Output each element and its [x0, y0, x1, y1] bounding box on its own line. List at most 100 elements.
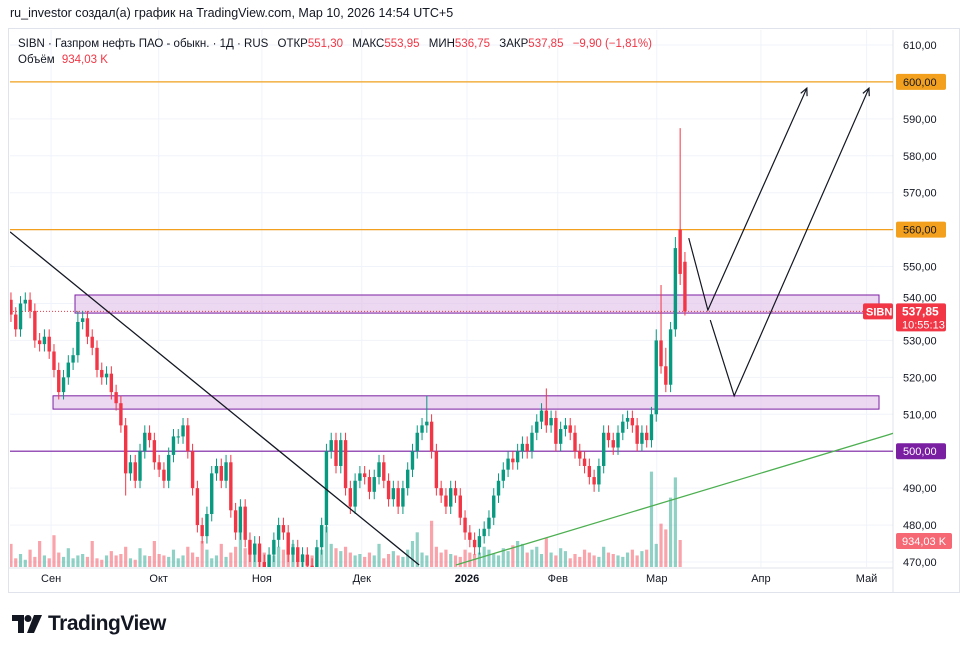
level-500-tag: 500,00 [896, 443, 946, 460]
volume-bar [496, 555, 501, 567]
candle [85, 310, 90, 345]
price-tick-label: 610,00 [903, 40, 937, 52]
candle-body [621, 421, 625, 433]
candle [492, 488, 496, 526]
volume-bar [668, 497, 673, 567]
candle-body [530, 432, 534, 452]
volume-bar [205, 549, 209, 567]
candle-body [219, 465, 223, 481]
candle [66, 355, 71, 385]
legend-symbol[interactable]: SIBN · Газпром нефть ПАО - обыкн. · 1Д ·… [18, 38, 269, 50]
candle-body [343, 440, 348, 489]
volume-bar [167, 556, 171, 567]
volume-bar [549, 552, 553, 567]
volume-bar [61, 556, 66, 567]
candle-body [61, 377, 66, 393]
candle-body [630, 417, 635, 426]
candle-body [601, 432, 606, 466]
level-600-tag-bg [896, 73, 946, 90]
candle [420, 417, 424, 441]
price-tick-label: 530,00 [903, 335, 937, 347]
candle [372, 469, 376, 500]
candle [119, 395, 123, 433]
candle-body [171, 436, 176, 455]
volume-bar [396, 555, 400, 567]
volume-bar [559, 548, 563, 567]
candle [28, 292, 32, 319]
volume-bar [339, 551, 343, 567]
candle [33, 303, 37, 348]
candle-body [18, 303, 23, 330]
volume-bar [506, 551, 510, 567]
candle [377, 454, 381, 485]
symbol-tag-text: SIBN [866, 306, 892, 318]
candle-body [28, 299, 32, 311]
candle [391, 480, 396, 507]
price-tick-label: 580,00 [903, 151, 937, 163]
candle-body [606, 432, 611, 441]
volume-bar [573, 553, 577, 567]
candle [362, 465, 367, 485]
volume-bar [554, 555, 558, 567]
candle [205, 506, 209, 544]
candle [558, 421, 563, 452]
volume-bar [47, 558, 51, 567]
candle [147, 425, 152, 448]
volume-bar [678, 540, 682, 567]
candle [434, 443, 439, 496]
candle [463, 510, 467, 540]
candle [444, 488, 448, 514]
volume-bar [57, 552, 61, 567]
price-tick-label: 510,00 [903, 409, 937, 421]
candle-body [449, 488, 453, 507]
symbol-tag-bg [863, 303, 893, 320]
level-560-tag: 560,00 [896, 221, 946, 238]
candle-body [563, 425, 568, 430]
candle-body [33, 310, 37, 341]
volume-bar [186, 546, 190, 567]
volume-bar [281, 549, 286, 567]
candle-body [143, 432, 147, 452]
volume-bar [659, 523, 663, 567]
chart-credit: ru_investor создал(а) график на TradingV… [10, 6, 454, 20]
volume-bar [654, 543, 658, 567]
volume-bar [104, 555, 109, 567]
candle-body [229, 462, 233, 511]
candle [104, 366, 109, 385]
candle-body [654, 340, 658, 415]
volume-bar [621, 556, 625, 567]
candle-body [147, 432, 152, 441]
candle [214, 458, 219, 481]
candle [597, 458, 601, 492]
candle [162, 462, 166, 489]
candle [296, 539, 300, 567]
volume-bar [673, 477, 677, 567]
candle [410, 443, 415, 478]
candle-body [190, 451, 195, 489]
candle [673, 237, 678, 337]
legend-open-label: ОТКР [277, 38, 308, 50]
candle [14, 307, 18, 337]
volume-bar [277, 546, 281, 567]
tradingview-logo[interactable]: TradingView [12, 612, 166, 636]
candle [635, 417, 639, 452]
candle [138, 443, 142, 489]
candle-body [520, 443, 525, 452]
volume-bar [539, 553, 544, 567]
candle [563, 417, 568, 437]
candle [525, 436, 529, 459]
candle-body [482, 528, 486, 537]
level-600-tag: 600,00 [896, 73, 946, 90]
legend-open-value: 551,30 [307, 38, 344, 50]
volume-bar [14, 558, 18, 567]
volume-bar [382, 558, 386, 567]
candle [90, 329, 94, 356]
candle [506, 451, 510, 478]
candle [439, 480, 443, 503]
volume-bar [171, 549, 176, 567]
candle [386, 473, 391, 507]
candle-body [367, 477, 372, 492]
candle-body [434, 451, 439, 489]
candle [10, 292, 13, 322]
